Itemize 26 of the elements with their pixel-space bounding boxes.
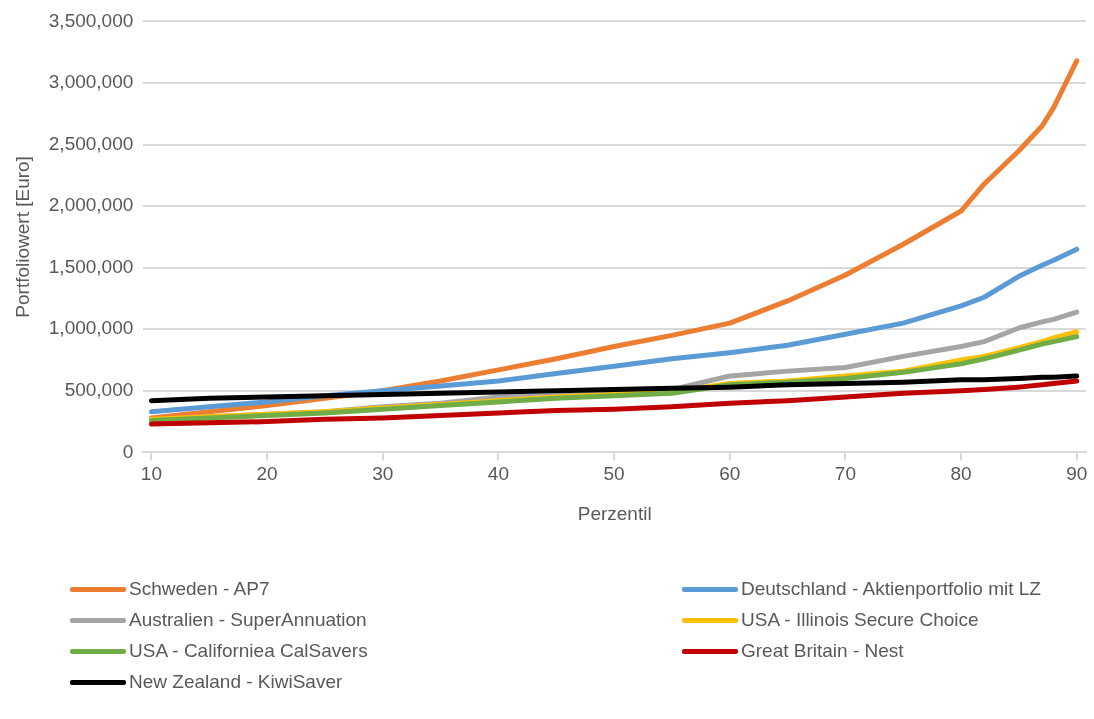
y-tick-label: 3,000,000	[48, 71, 134, 93]
y-tick-label: 2,000,000	[48, 194, 134, 216]
y-tick-label: 500,000	[64, 379, 134, 401]
x-tick-label: 80	[950, 463, 972, 485]
legend-label: Great Britain - Nest	[741, 640, 904, 662]
x-tick-label: 20	[256, 463, 278, 485]
y-tick-label: 1,000,000	[48, 317, 134, 339]
x-tick-label: 60	[719, 463, 741, 485]
x-tick-label: 10	[140, 463, 162, 485]
legend-label: Australien - SuperAnnuation	[129, 609, 367, 631]
x-tick-label: 40	[487, 463, 509, 485]
x-tick-label: 50	[603, 463, 625, 485]
legend-label: USA - Illinois Secure Choice	[741, 609, 979, 631]
y-tick-label: 3,500,000	[48, 9, 134, 31]
y-tick-label: 0	[122, 440, 134, 462]
x-tick-label: 30	[372, 463, 394, 485]
legend-label: Schweden - AP7	[129, 578, 270, 600]
y-axis-title: Portfoliowert [Euro]	[11, 156, 33, 318]
x-tick-label: 70	[834, 463, 856, 485]
y-tick-label: 2,500,000	[48, 132, 134, 154]
y-tick-label: 1,500,000	[48, 255, 134, 277]
legend-label: USA - Californiea CalSavers	[129, 640, 368, 662]
x-tick-label: 90	[1066, 463, 1088, 485]
x-axis-title: Perzentil	[577, 502, 652, 524]
legend-label: Deutschland - Aktienportfolio mit LZ	[741, 578, 1041, 600]
legend-label: New Zealand - KiwiSaver	[129, 671, 343, 693]
